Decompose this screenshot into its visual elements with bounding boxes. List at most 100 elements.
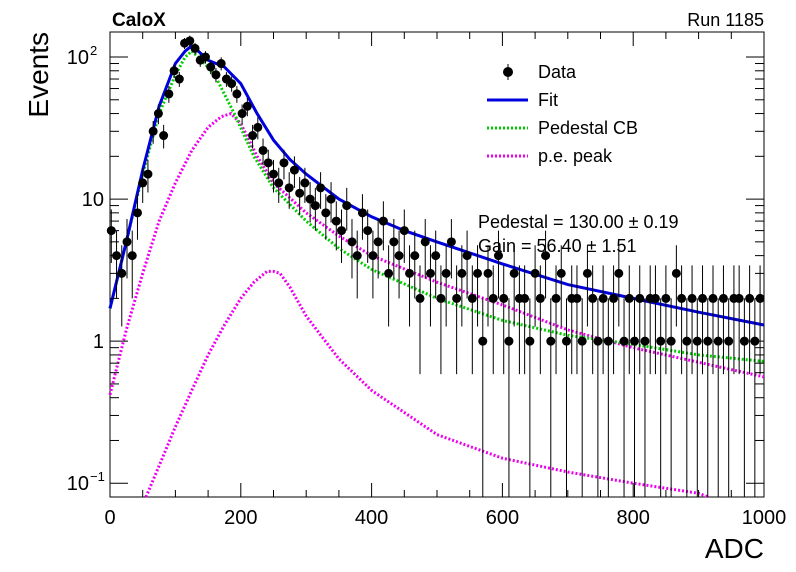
y-tick-exponent: −1 (90, 469, 105, 484)
data-point (227, 79, 237, 89)
data-point (174, 74, 184, 84)
data-point (316, 183, 326, 193)
data-point (614, 268, 624, 278)
data-point (248, 131, 258, 141)
x-tick-label: 200 (224, 507, 257, 529)
pedestal-stat: Pedestal = 130.00 ± 0.19 (478, 212, 679, 232)
data-point (132, 208, 142, 218)
data-point (347, 237, 357, 247)
data-point (504, 336, 514, 346)
data-point (269, 169, 278, 179)
data-point (410, 251, 420, 261)
data-point (619, 336, 629, 346)
legend: Data Fit Pedestal CB p.e. peak (487, 62, 638, 166)
data-point (431, 251, 441, 261)
data-point (242, 101, 252, 111)
data-point (635, 293, 645, 303)
data-point (499, 293, 509, 303)
x-tick-label: 400 (355, 507, 388, 529)
data-point (263, 158, 273, 168)
data-point (441, 268, 451, 278)
data-point (446, 237, 456, 247)
data-point (525, 336, 535, 346)
data-point (331, 216, 341, 226)
data-point (389, 237, 399, 247)
data-point (436, 293, 446, 303)
data-point (295, 188, 305, 198)
data-point (530, 268, 540, 278)
data-point (384, 268, 394, 278)
data-point (200, 52, 210, 62)
data-point (520, 293, 530, 303)
x-tick-label: 0 (104, 507, 115, 529)
data-point (127, 251, 137, 261)
data-point (624, 293, 634, 303)
data-point (153, 109, 163, 119)
data-point (420, 237, 430, 247)
data-point (677, 293, 687, 303)
data-point (279, 158, 289, 168)
data-point (363, 226, 373, 236)
y-tick-label: 10 (67, 473, 89, 495)
data-point (656, 336, 666, 346)
data-point (300, 178, 310, 188)
data-point (609, 293, 619, 303)
data-point (211, 70, 221, 80)
data-point (478, 336, 488, 346)
x-tick-label: 600 (486, 507, 519, 529)
data-points-layer (106, 35, 765, 497)
data-point (373, 237, 383, 247)
data-point (253, 122, 263, 132)
data-point (425, 268, 435, 278)
data-point (357, 208, 367, 218)
data-point (577, 336, 587, 346)
data-point (148, 126, 158, 136)
data-point (661, 293, 671, 303)
data-point (541, 251, 551, 261)
legend-fit-label: Fit (538, 90, 558, 110)
data-point (630, 336, 640, 346)
data-point (561, 336, 571, 346)
data-point (405, 268, 415, 278)
data-point (284, 183, 294, 193)
data-point (488, 293, 498, 303)
data-point (310, 201, 320, 211)
data-point (399, 226, 409, 236)
data-point (143, 169, 153, 179)
data-point (588, 293, 598, 303)
plot-frame (109, 31, 765, 498)
data-point (671, 268, 681, 278)
data-point (603, 336, 613, 346)
y-tick-label: 10 (67, 47, 89, 69)
data-point (462, 251, 472, 261)
data-point (546, 336, 556, 346)
data-point (734, 293, 744, 303)
data-point (232, 89, 242, 99)
data-point (708, 293, 718, 303)
data-point (394, 251, 404, 261)
data-point (258, 145, 268, 155)
y-tick-label: 10 (82, 189, 104, 211)
run-label: Run 1185 (687, 10, 764, 30)
data-point (692, 336, 702, 346)
data-point (206, 62, 216, 72)
x-tick-label: 800 (617, 507, 650, 529)
data-point (190, 43, 200, 53)
gain-stat: Gain = 56.40 ± 1.51 (478, 236, 637, 256)
data-point (274, 178, 284, 188)
legend-data-marker (503, 67, 513, 77)
data-point (169, 66, 179, 76)
data-point (687, 293, 697, 303)
data-point (572, 293, 582, 303)
pe-peak-second-curve (144, 269, 709, 499)
data-point (640, 336, 650, 346)
y-tick-label: 1 (93, 331, 104, 353)
legend-data-label: Data (538, 62, 577, 82)
data-point (289, 165, 299, 175)
data-point (122, 237, 132, 247)
data-point (598, 293, 608, 303)
data-point (509, 268, 519, 278)
data-point (237, 109, 247, 119)
